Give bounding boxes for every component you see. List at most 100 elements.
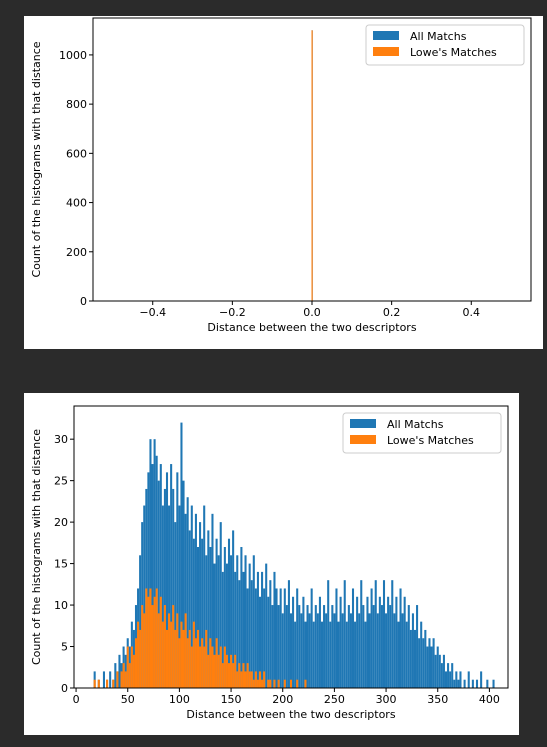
histogram-bar [385,613,388,688]
histogram-bar [176,472,179,688]
histogram-bar [382,580,386,688]
histogram-bar [265,563,268,688]
histogram-bar [306,605,309,688]
histogram-bar [256,571,259,688]
histogram-bar [97,679,100,688]
histogram-bar [312,621,315,688]
histogram-bar [391,580,394,688]
histogram-bar [180,621,183,688]
histogram-bar [362,605,365,688]
histogram-bar [329,621,332,688]
histogram-bar [256,679,259,688]
x-axis-label: Distance between the two descriptors [207,321,416,334]
histogram-bar [444,671,448,688]
histogram-bar [405,621,408,688]
histogram-bar [203,505,206,688]
x-tick-label: 200 [272,693,293,706]
histogram-bar [308,613,311,688]
histogram-bar [116,671,119,688]
histogram-bar [199,522,202,688]
histogram-bar [109,671,112,688]
histogram-bar [130,646,133,688]
histogram-bar [139,555,142,688]
histogram-bar [440,663,443,688]
histogram-bar [186,638,189,688]
x-tick-label: 0 [73,693,80,706]
histogram-bar [467,671,470,688]
histogram-bar [287,580,290,688]
histogram-bar [304,679,307,688]
histogram-bar [124,671,127,688]
histogram-bar [289,613,293,688]
histogram-bar [422,638,425,688]
histogram-chart-bottom: 0 50 100 150 200 250 300 350 400 0 5 10 15 20 25 30 Dist… [30,405,509,721]
histogram-bar [395,596,398,688]
histogram-bar [432,638,435,688]
histogram-bar [360,580,363,688]
legend-swatch [350,419,376,428]
histogram-bar [370,588,373,688]
histogram-bar [145,588,148,688]
histogram-bar [298,605,301,688]
histogram-bar [300,613,303,688]
histogram-bar [139,629,142,688]
y-tick-label: 10 [54,599,68,612]
histogram-bar [215,538,218,688]
histogram-bar [219,646,222,688]
histogram-bar [281,613,284,688]
histogram-bar [205,629,208,688]
histogram-bar [455,671,458,688]
histogram-bar [250,671,253,688]
histogram-bar [486,679,489,688]
histogram-bar [397,621,400,688]
histogram-bar [184,613,187,688]
histogram-bar [242,571,245,688]
histogram-bar [236,671,239,688]
histogram-bar [267,679,270,688]
series-lowes-matches [93,588,307,688]
histogram-bar [217,654,220,688]
legend: All Matchs Lowe's Matches [342,412,502,454]
histogram-bar [345,621,348,688]
histogram-bar [178,505,181,688]
histogram-bar [176,613,179,688]
histogram-bar [114,663,117,688]
histogram-bar [364,621,367,688]
plot-frame [73,405,509,689]
histogram-bar [240,547,243,688]
legend-box [342,412,502,454]
histogram-bar [155,455,158,688]
histogram-bar [128,663,131,688]
legend-entry-label: All Matchs [387,418,444,431]
histogram-bar [149,588,152,688]
histogram-bar [221,663,224,688]
histogram-bar [277,605,280,688]
histogram-bar [126,646,129,688]
histogram-bar [132,654,135,688]
series-lowes-matches [311,30,313,301]
histogram-bar [219,522,222,688]
histogram-bar [434,654,437,688]
x-tick-label: 0.2 [383,306,401,319]
histogram-bar [143,613,146,688]
histogram-bar [201,538,204,688]
histogram-bar [343,580,346,688]
histogram-bar [269,580,272,688]
legend-box [365,24,525,66]
histogram-bar [311,30,313,301]
histogram-bar [261,679,264,688]
histogram-bar [341,613,344,688]
histogram-bar [250,580,253,688]
histogram-bar [178,638,181,688]
histogram-bar [347,605,350,688]
histogram-bar [246,588,249,688]
histogram-bar [141,605,144,688]
histogram-bar [453,679,456,688]
histogram-bar [438,654,441,688]
histogram-bar [457,679,460,688]
histogram-bar [263,588,266,688]
histogram-bar [213,654,216,688]
histogram-bar [159,596,162,688]
histogram-bar [378,596,381,688]
histogram-bar [221,571,224,688]
